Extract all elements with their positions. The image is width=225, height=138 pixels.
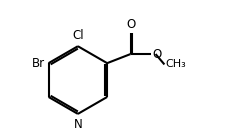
- Text: CH₃: CH₃: [165, 59, 185, 69]
- Text: N: N: [73, 118, 82, 131]
- Text: O: O: [125, 18, 135, 31]
- Text: O: O: [152, 47, 161, 61]
- Text: Cl: Cl: [72, 29, 83, 42]
- Text: Br: Br: [32, 57, 45, 70]
